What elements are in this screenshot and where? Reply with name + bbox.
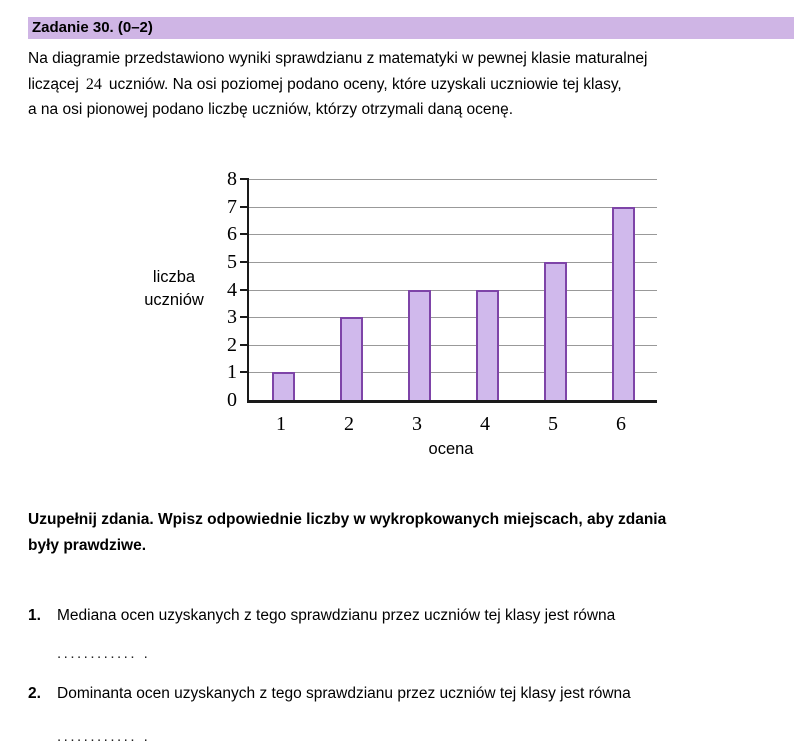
- intro-line-3: a na osi pionowej podano liczbę uczniów,…: [28, 101, 514, 118]
- item-1-text: Mediana ocen uzyskanych z tego sprawdzia…: [57, 607, 616, 624]
- fill-in-instruction: Uzupełnij zdania. Wpisz odpowiednie licz…: [28, 511, 667, 554]
- y-axis-tick: [240, 288, 249, 291]
- gridline: [249, 317, 657, 319]
- gridline: [249, 261, 657, 263]
- gridline: [249, 289, 657, 291]
- x-axis-title: ocena: [428, 440, 474, 458]
- task-title: Zadanie 30. (0–2): [32, 19, 153, 36]
- y-axis-tick: [240, 371, 249, 374]
- y-tick-label: 7: [227, 195, 237, 218]
- bar-grade-4: [475, 289, 499, 400]
- bar-grade-1: [271, 372, 295, 400]
- intro-line-2: liczącej 24 uczniów. Na osi poziomej podan…: [28, 75, 622, 93]
- gridline: [249, 372, 657, 374]
- y-axis-tick: [240, 205, 249, 208]
- y-tick-label: 5: [227, 250, 237, 273]
- gridline: [249, 179, 657, 180]
- y-tick-label: 6: [227, 223, 237, 246]
- bar-grade-5: [543, 261, 567, 400]
- item-1-number: 1.: [28, 607, 41, 624]
- y-tick-label: 2: [227, 333, 237, 356]
- y-tick-label: 3: [227, 306, 237, 329]
- y-axis-tick: [240, 260, 249, 263]
- intro-line-1: Na diagramie przedstawiono wyniki sprawd…: [28, 50, 648, 67]
- x-tick-label: 4: [480, 413, 490, 435]
- chart-plot-area: [240, 178, 657, 403]
- y-tick-label: 0: [227, 389, 237, 411]
- bar-grade-2: [339, 317, 363, 400]
- y-axis-tick: [240, 178, 249, 180]
- x-tick-label: 2: [344, 413, 354, 435]
- x-tick-label: 5: [548, 413, 558, 435]
- x-tick-label: 3: [412, 413, 422, 435]
- y-axis-tick: [240, 316, 249, 319]
- x-tick-label: 1: [276, 413, 286, 435]
- bar-grade-6: [611, 206, 635, 400]
- item-2-text: Dominanta ocen uzyskanych z tego sprawdz…: [57, 685, 631, 702]
- y-tick-label: 8: [227, 168, 237, 190]
- class-size-number: 24: [85, 75, 102, 93]
- y-axis-tick: [240, 343, 249, 346]
- item-2-number: 2.: [28, 685, 41, 702]
- gridline: [249, 234, 657, 236]
- task-header-bar: Zadanie 30. (0–2): [28, 17, 794, 39]
- item-1-answer-dots: ............ .: [57, 645, 151, 662]
- bar-grade-3: [407, 289, 431, 400]
- y-tick-label: 1: [227, 361, 237, 384]
- item-2-answer-dots: ............ .: [57, 728, 151, 745]
- gridline: [249, 344, 657, 346]
- x-tick-label: 6: [616, 413, 626, 435]
- y-axis-title: liczba uczniów: [144, 268, 204, 309]
- task-intro-paragraph: Na diagramie przedstawiono wyniki sprawd…: [28, 46, 793, 123]
- y-tick-label: 4: [227, 278, 237, 301]
- gridline: [249, 206, 657, 208]
- y-axis-tick: [240, 233, 249, 236]
